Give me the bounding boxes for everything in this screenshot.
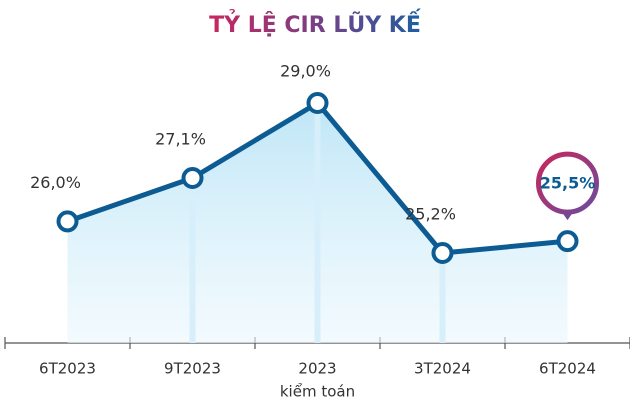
x-tick-label: 6T2024 [539, 360, 596, 378]
label-bubble [536, 151, 599, 215]
point [56, 210, 79, 233]
x-tick-label: 6T2023 [39, 360, 96, 378]
point [556, 230, 579, 253]
point [181, 167, 204, 189]
x-tick-label: 3T2024 [414, 360, 471, 378]
value-label: 27,1% [155, 130, 206, 149]
x-sublabel: kiểm toán [280, 383, 355, 401]
x-tick-label: 2023 [298, 360, 336, 378]
point [431, 242, 454, 264]
chart-title: TỶ LỆ CIR LŨY KẾ [209, 9, 422, 38]
x-tick-label: 9T2023 [164, 360, 221, 378]
value-label: 25,5% [540, 174, 596, 193]
value-label: 26,0% [30, 173, 81, 192]
value-label: 29,0% [280, 62, 331, 81]
value-label: 25,2% [405, 205, 456, 224]
point [306, 92, 329, 114]
